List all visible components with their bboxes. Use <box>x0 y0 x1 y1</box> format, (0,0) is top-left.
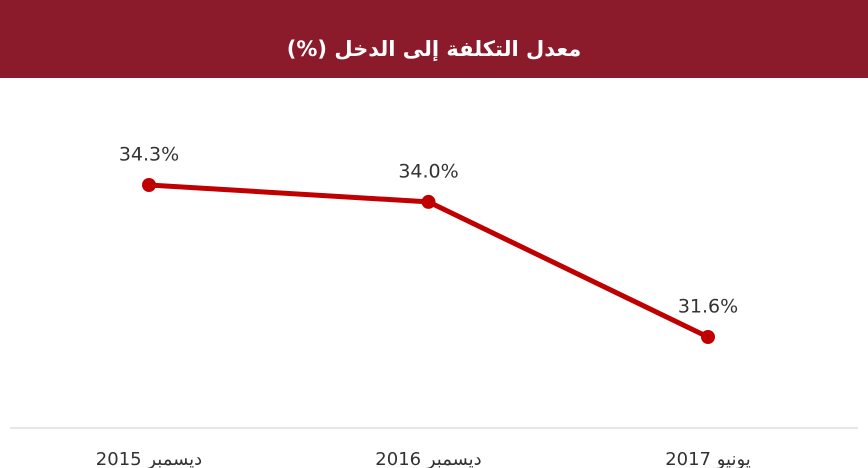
x-tick-label: ديسمبر 2015 <box>96 449 202 468</box>
data-label: 31.6% <box>678 296 738 318</box>
x-tick-label: ديسمبر 2016 <box>375 449 481 468</box>
point <box>421 194 436 209</box>
data-label: 34.0% <box>398 160 458 182</box>
point <box>142 178 156 192</box>
header-bar <box>0 0 868 78</box>
point <box>701 330 715 344</box>
chart-title: معدل التكلفة إلى الدخل (%) <box>287 37 581 61</box>
data-label: 34.3% <box>119 144 179 166</box>
x-tick-label: يونيو 2017 <box>665 449 751 468</box>
